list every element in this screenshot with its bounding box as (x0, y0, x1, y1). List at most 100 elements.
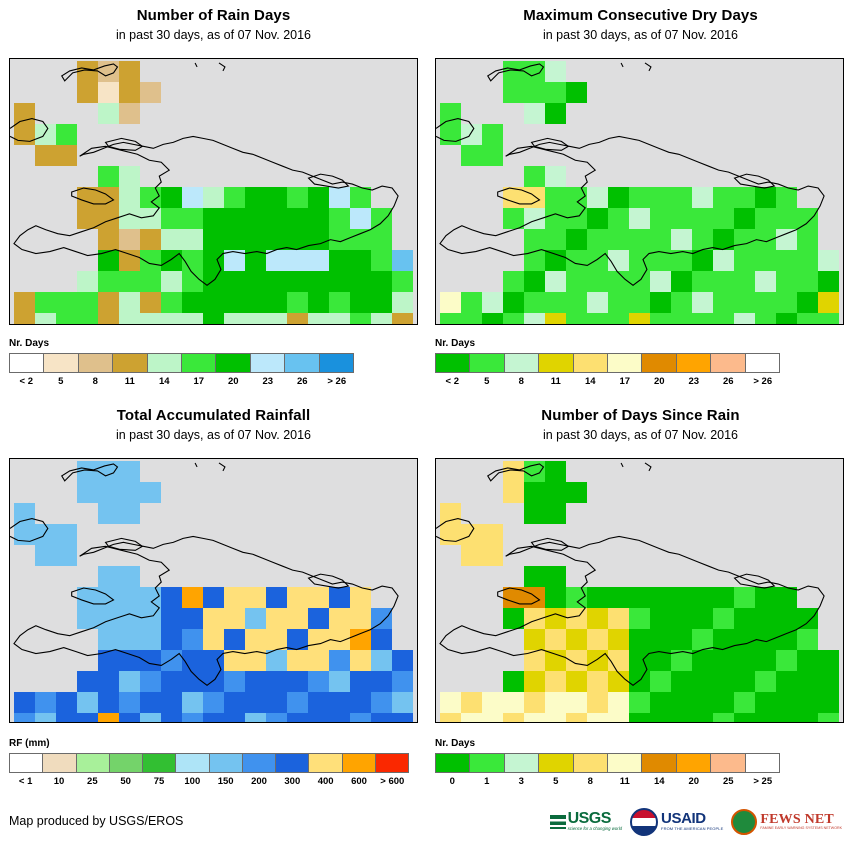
raster-cell (755, 713, 776, 722)
raster-cell (329, 671, 350, 692)
raster-cell (14, 713, 35, 722)
raster-cell (392, 250, 413, 271)
raster-cell (245, 692, 266, 713)
raster-cell (371, 692, 392, 713)
panel-subtitle: in past 30 days, as of 07 Nov. 2016 (542, 428, 739, 442)
raster-cell (545, 608, 566, 629)
raster-cell (608, 587, 629, 608)
raster-cell (482, 692, 503, 713)
raster-cell (797, 271, 818, 292)
raster-cell (524, 692, 545, 713)
raster-cell (140, 671, 161, 692)
raster-cell (797, 692, 818, 713)
raster-cell (308, 313, 329, 324)
raster-cell (98, 250, 119, 271)
raster-cell (461, 524, 482, 545)
legend-tick: < 2 (445, 376, 459, 387)
raster-cell (392, 650, 413, 671)
map-canvas-rain-days[interactable] (9, 58, 418, 325)
raster-cell (587, 587, 608, 608)
raster-cell (524, 187, 545, 208)
legend-swatch (676, 754, 712, 772)
usaid-logo[interactable]: USAID FROM THE AMERICAN PEOPLE (630, 808, 723, 836)
raster-cell (203, 692, 224, 713)
raster-cell (350, 587, 371, 608)
raster-cell (545, 82, 566, 103)
raster-cell (545, 271, 566, 292)
raster-cell (350, 208, 371, 229)
raster-cell (77, 271, 98, 292)
map-canvas-days-since-rain[interactable] (435, 458, 844, 723)
raster-cell (671, 608, 692, 629)
raster-cell (566, 82, 587, 103)
raster-cell (350, 650, 371, 671)
raster-cell (713, 629, 734, 650)
legend-swatch (711, 354, 746, 372)
raster-cell (524, 82, 545, 103)
raster-cell (203, 187, 224, 208)
map-canvas-max-dry-days[interactable] (435, 58, 844, 325)
raster-cell (482, 145, 503, 166)
raster-cell (671, 692, 692, 713)
raster-cell (713, 229, 734, 250)
raster-cell (482, 524, 503, 545)
raster-cell (818, 713, 839, 722)
raster-cell (140, 629, 161, 650)
usgs-logo[interactable]: USGS science for a changing world (549, 808, 622, 836)
raster-cell (692, 650, 713, 671)
raster-cell (182, 692, 203, 713)
raster-cell (308, 208, 329, 229)
raster-cell (587, 313, 608, 324)
legend-swatch (504, 354, 540, 372)
raster-cell (98, 208, 119, 229)
legend-tick: 200 (251, 776, 267, 787)
legend-swatch (676, 354, 712, 372)
raster-cell (77, 187, 98, 208)
raster-cell (245, 608, 266, 629)
raster-cell (587, 671, 608, 692)
raster-cell (392, 292, 413, 313)
raster-cell (713, 271, 734, 292)
legend-swatch (216, 354, 251, 372)
raster-cell (392, 313, 413, 324)
raster-cell (329, 313, 350, 324)
raster-cell (98, 292, 119, 313)
raster-cell (713, 208, 734, 229)
raster-cell (650, 671, 671, 692)
raster-cell (350, 187, 371, 208)
raster-cell (287, 292, 308, 313)
raster-cell (713, 713, 734, 722)
fews-net-logo[interactable]: FEWS NET FAMINE EARLY WARNING SYSTEMS NE… (731, 808, 842, 836)
raster-cell (776, 292, 797, 313)
raster-cell (224, 292, 245, 313)
raster-cell (503, 587, 524, 608)
raster-cell (713, 671, 734, 692)
raster-cell (287, 650, 308, 671)
raster-cell (734, 608, 755, 629)
legend-swatch (276, 754, 310, 772)
legend-rain-days: Nr. Days < 2 5 8 11 14 17 20 23 26 > 26 (9, 338, 418, 390)
legend-tick: 1 (484, 776, 490, 787)
raster-cell (776, 713, 797, 722)
raster-cell (629, 250, 650, 271)
raster-cell (266, 629, 287, 650)
raster-cell (371, 650, 392, 671)
raster-cell (203, 587, 224, 608)
raster-cell (755, 692, 776, 713)
raster-cell (98, 587, 119, 608)
legend-swatch (436, 354, 471, 372)
legend-tick: 11 (550, 376, 561, 387)
panel-title: Number of Days Since Rain (541, 407, 740, 424)
map-canvas-rainfall[interactable] (9, 458, 418, 723)
raster-cell (818, 692, 839, 713)
raster-cell (35, 145, 56, 166)
raster-cell (482, 313, 503, 324)
raster-cell (329, 650, 350, 671)
raster-cell (461, 145, 482, 166)
raster-cell (461, 124, 482, 145)
legend-swatch (250, 354, 286, 372)
panel-title: Maximum Consecutive Dry Days (523, 7, 758, 24)
legend-swatch (608, 354, 643, 372)
legend-tick: > 26 (753, 376, 773, 387)
legend-tick: 20 (653, 376, 665, 387)
